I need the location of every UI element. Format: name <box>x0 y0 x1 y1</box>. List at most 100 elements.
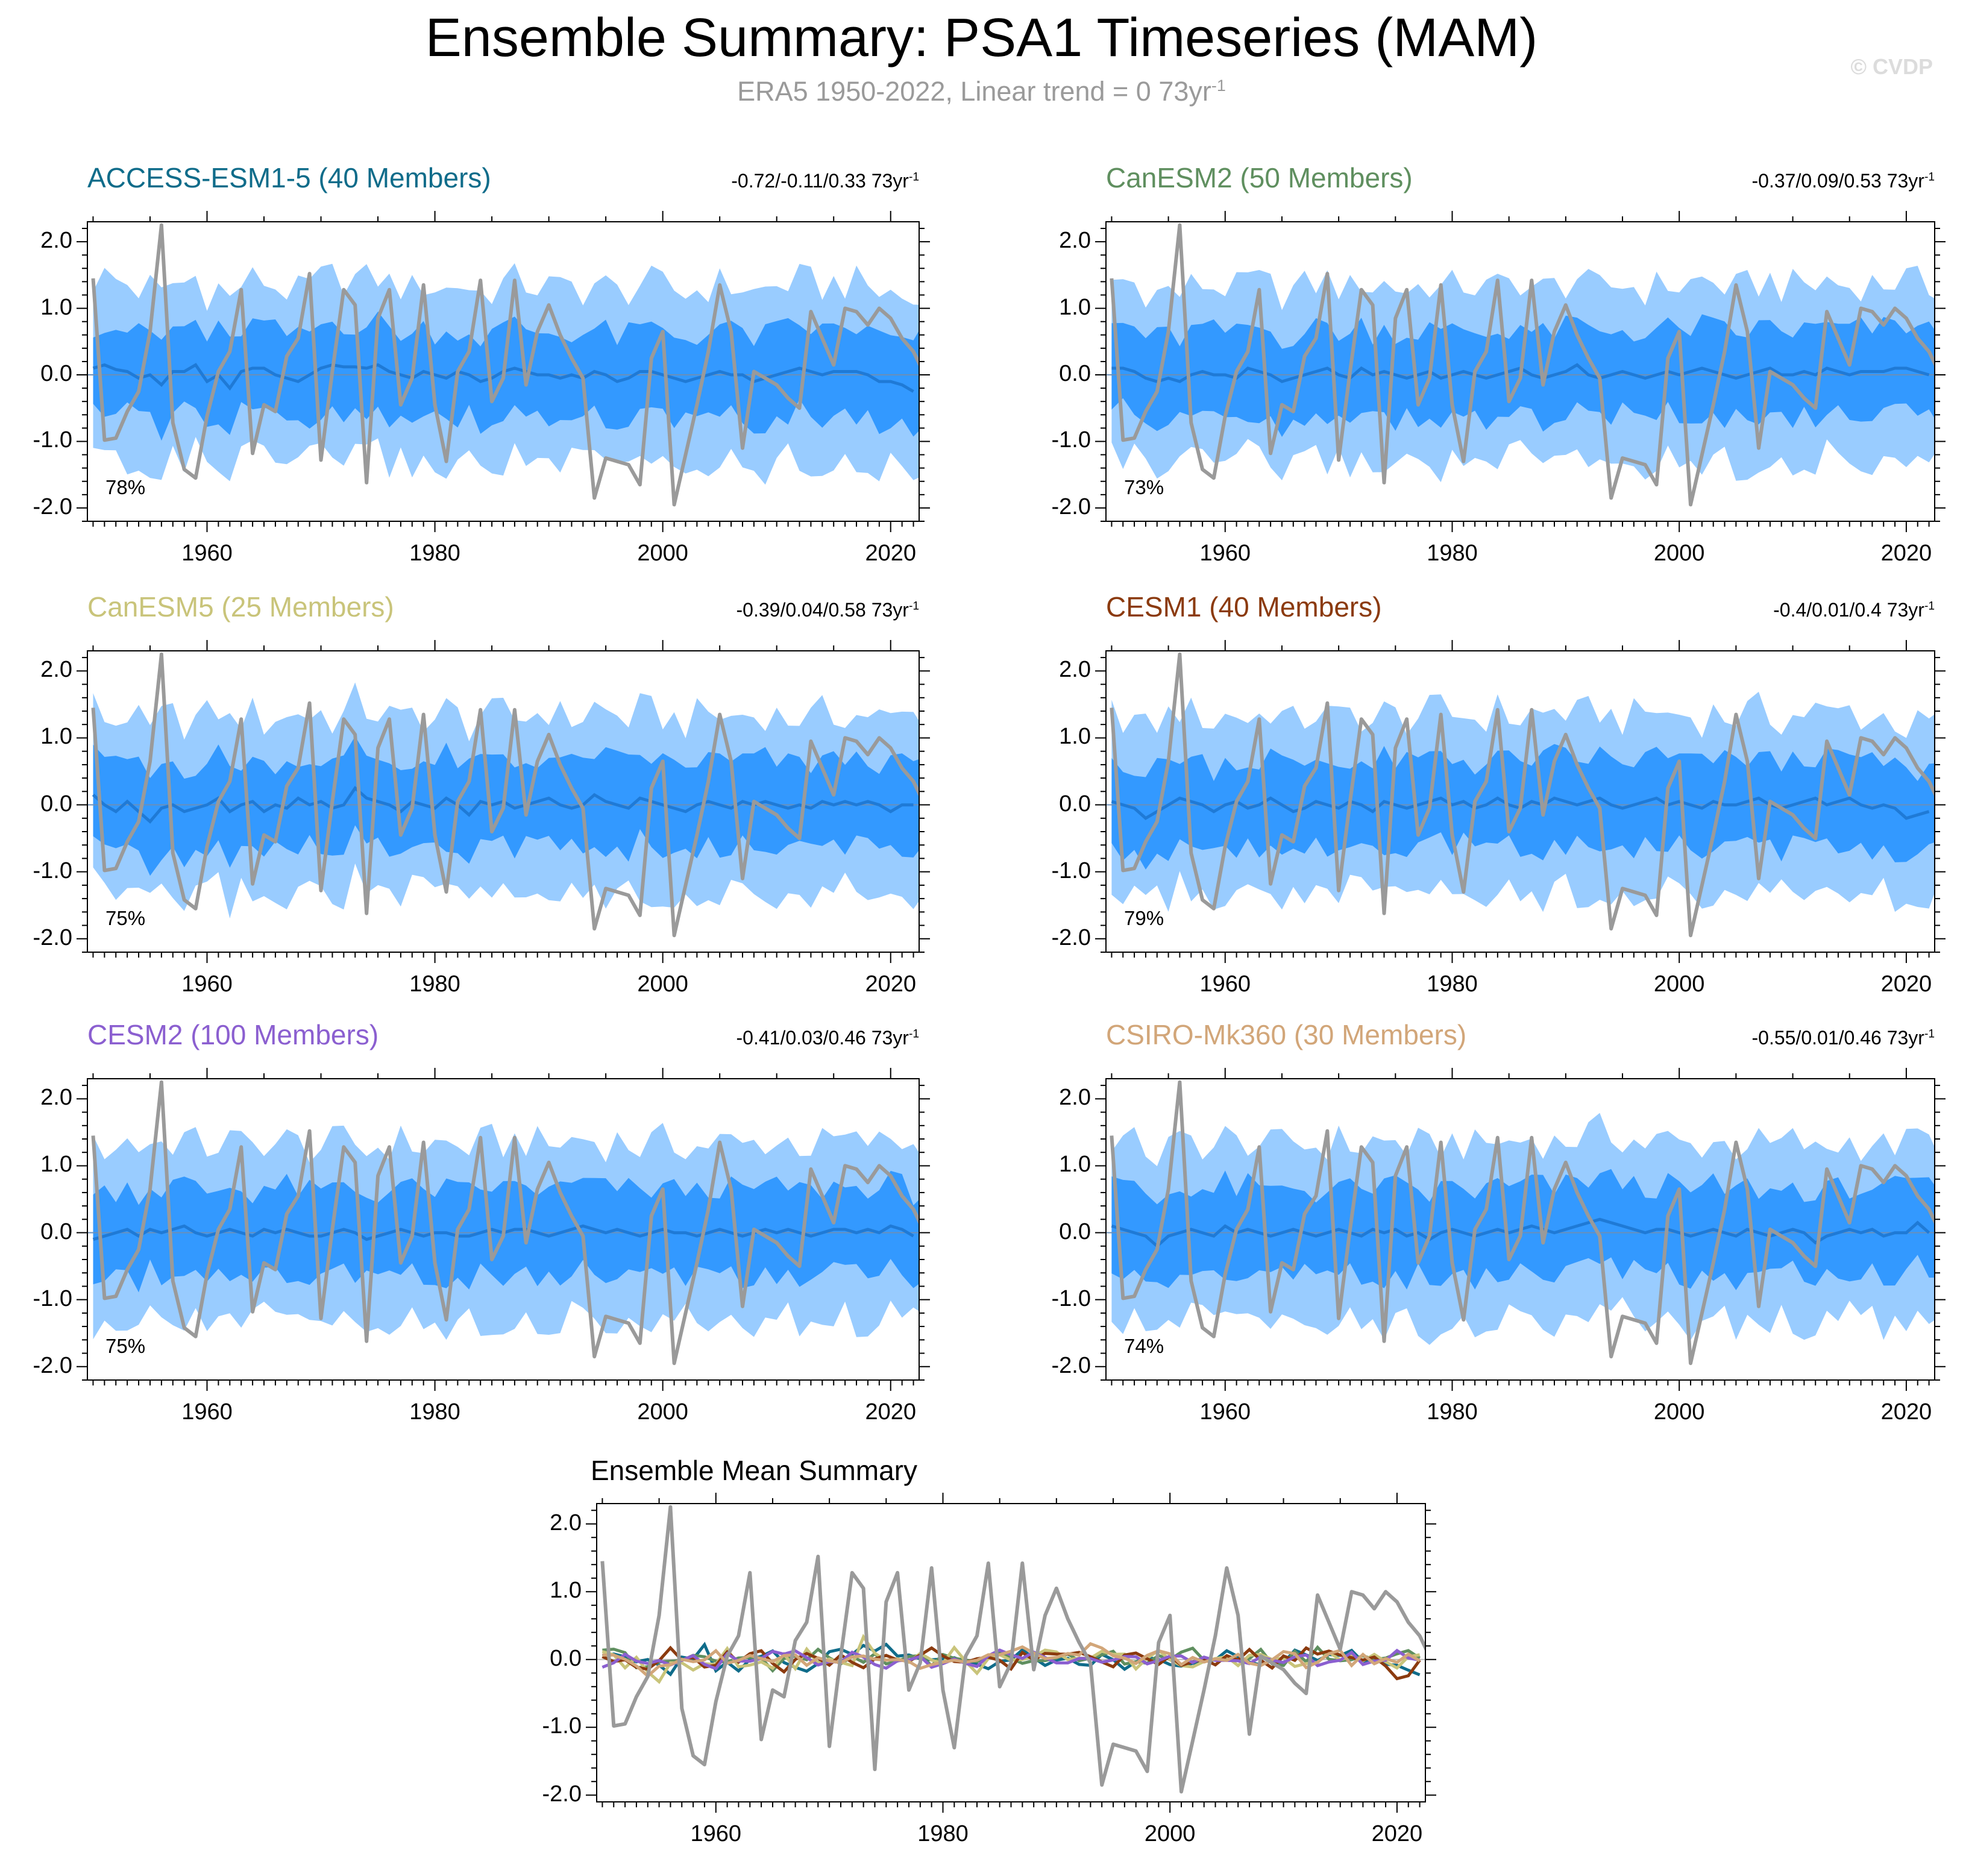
trend-text: -0.37/0.09/0.53 73yr <box>1751 170 1924 192</box>
percent-label: 73% <box>1124 476 1164 498</box>
x-tick-label: 2020 <box>865 971 916 997</box>
y-tick-label: 2.0 <box>40 657 72 683</box>
subtitle-text: ERA5 1950-2022, Linear trend = 0 73yr <box>737 76 1211 107</box>
y-tick-label: -2.0 <box>1051 924 1091 950</box>
percent-label: 75% <box>105 1335 146 1357</box>
observed-series-line <box>91 223 919 507</box>
y-tick-label: -2.0 <box>33 924 72 950</box>
trend-exponent: -1 <box>908 600 919 613</box>
panel-title: CESM1 (40 Members) <box>1106 591 1382 623</box>
panel-title: CESM2 (100 Members) <box>87 1019 379 1050</box>
y-tick-label: 0.0 <box>40 791 72 817</box>
x-tick-label: 2000 <box>1144 1821 1196 1846</box>
y-tick-label: 1.0 <box>550 1578 582 1604</box>
x-tick-label: 2020 <box>1880 541 1932 566</box>
x-tick-label: 2000 <box>637 1399 688 1425</box>
y-tick-label: -1.0 <box>542 1713 582 1739</box>
x-tick-label: 1960 <box>1199 971 1251 997</box>
panel-3 <box>77 640 930 963</box>
y-tick-label: 1.0 <box>1059 724 1091 750</box>
y-tick-label: 2.0 <box>40 1085 72 1111</box>
panel-7 <box>586 1493 1436 1813</box>
x-tick-label: 1980 <box>1427 1399 1478 1425</box>
panel-6 <box>1095 1068 1946 1391</box>
x-tick-label: 2020 <box>1880 1399 1932 1425</box>
y-tick-label: -1.0 <box>1051 427 1091 453</box>
y-tick-label: 1.0 <box>40 1152 72 1178</box>
page-title: Ensemble Summary: PSA1 Timeseries (MAM) <box>425 8 1538 68</box>
panel-1 <box>77 211 930 532</box>
y-tick-label: 0.0 <box>40 1219 72 1244</box>
y-tick-label: 0.0 <box>1059 791 1091 817</box>
x-tick-label: 1980 <box>1427 541 1478 566</box>
percent-label: 79% <box>1124 907 1164 929</box>
ensemble-spread-inner <box>93 312 919 441</box>
x-tick-label: 1960 <box>181 971 233 997</box>
trend-exponent: -1 <box>1924 1027 1935 1041</box>
trend-text: -0.72/-0.11/0.33 73yr <box>731 170 909 192</box>
ensemble-spread-inner <box>93 736 919 876</box>
y-tick-label: -2.0 <box>1051 1352 1091 1378</box>
observed-series-line <box>1110 1080 1935 1366</box>
x-tick-label: 1980 <box>409 541 460 566</box>
y-tick-label: 0.0 <box>40 361 72 387</box>
ensemble-spread-inner <box>1111 314 1935 437</box>
watermark: © CVDP <box>1850 54 1933 79</box>
y-tick-label: 2.0 <box>1059 1085 1091 1111</box>
trend-text: -0.41/0.03/0.46 73yr <box>736 1027 909 1049</box>
trend-text: -0.55/0.01/0.46 73yr <box>1751 1027 1924 1049</box>
x-tick-label: 1960 <box>690 1821 742 1846</box>
page-subtitle: ERA5 1950-2022, Linear trend = 0 73yr-1 <box>0 76 1963 107</box>
y-tick-label: -2.0 <box>1051 494 1091 519</box>
trend-text: -0.4/0.01/0.4 73yr <box>1773 599 1924 621</box>
x-tick-label: 2020 <box>865 541 916 566</box>
observed-series-line <box>91 652 919 938</box>
y-tick-label: 1.0 <box>1059 294 1091 320</box>
x-tick-label: 1960 <box>1199 1399 1251 1425</box>
trend-label: -0.55/0.01/0.46 73yr-1 <box>1752 1027 1935 1049</box>
panel-title: CanESM2 (50 Members) <box>1106 162 1413 193</box>
y-tick-label: -1.0 <box>1051 1285 1091 1311</box>
y-tick-label: -2.0 <box>33 494 72 519</box>
trend-text: -0.39/0.04/0.58 73yr <box>736 599 909 621</box>
trend-exponent: -1 <box>908 1027 919 1041</box>
panel-title: ACCESS-ESM1-5 (40 Members) <box>87 162 491 193</box>
x-tick-label: 2000 <box>1653 971 1705 997</box>
x-tick-label: 1960 <box>181 541 233 566</box>
x-tick-label: 2000 <box>637 541 688 566</box>
x-tick-label: 2020 <box>1371 1821 1423 1846</box>
x-tick-label: 2000 <box>1653 541 1705 566</box>
x-tick-label: 1980 <box>409 971 460 997</box>
percent-label: 78% <box>105 476 146 498</box>
percent-label: 75% <box>105 907 146 929</box>
y-tick-label: -1.0 <box>1051 858 1091 883</box>
trend-exponent: -1 <box>1924 600 1935 613</box>
y-tick-label: 2.0 <box>550 1510 582 1536</box>
trend-exponent: -1 <box>1924 171 1935 184</box>
y-tick-label: -1.0 <box>33 427 72 453</box>
summary-title: Ensemble Mean Summary <box>591 1455 917 1486</box>
y-tick-label: 0.0 <box>1059 361 1091 387</box>
percent-label: 74% <box>1124 1335 1164 1357</box>
observed-series-line <box>1110 223 1935 507</box>
trend-label: -0.4/0.01/0.4 73yr-1 <box>1773 599 1935 621</box>
y-tick-label: 2.0 <box>40 228 72 254</box>
trend-label: -0.72/-0.11/0.33 73yr-1 <box>731 170 919 192</box>
y-tick-label: 1.0 <box>40 724 72 750</box>
y-tick-label: 2.0 <box>1059 657 1091 683</box>
panel-2 <box>1095 211 1946 532</box>
x-tick-label: 1960 <box>181 1399 233 1425</box>
y-tick-label: 2.0 <box>1059 228 1091 254</box>
observed-series-line <box>91 1080 919 1366</box>
x-tick-label: 2000 <box>637 971 688 997</box>
panel-title: CanESM5 (25 Members) <box>87 591 394 623</box>
y-tick-label: 0.0 <box>550 1645 582 1671</box>
y-tick-label: -1.0 <box>33 1285 72 1311</box>
panel-4 <box>1095 640 1946 963</box>
x-tick-label: 2020 <box>1880 971 1932 997</box>
y-tick-label: 1.0 <box>40 294 72 320</box>
subtitle-exponent: -1 <box>1211 77 1226 95</box>
trend-label: -0.39/0.04/0.58 73yr-1 <box>737 599 919 621</box>
x-tick-label: 1980 <box>409 1399 460 1425</box>
x-tick-label: 2000 <box>1653 1399 1705 1425</box>
